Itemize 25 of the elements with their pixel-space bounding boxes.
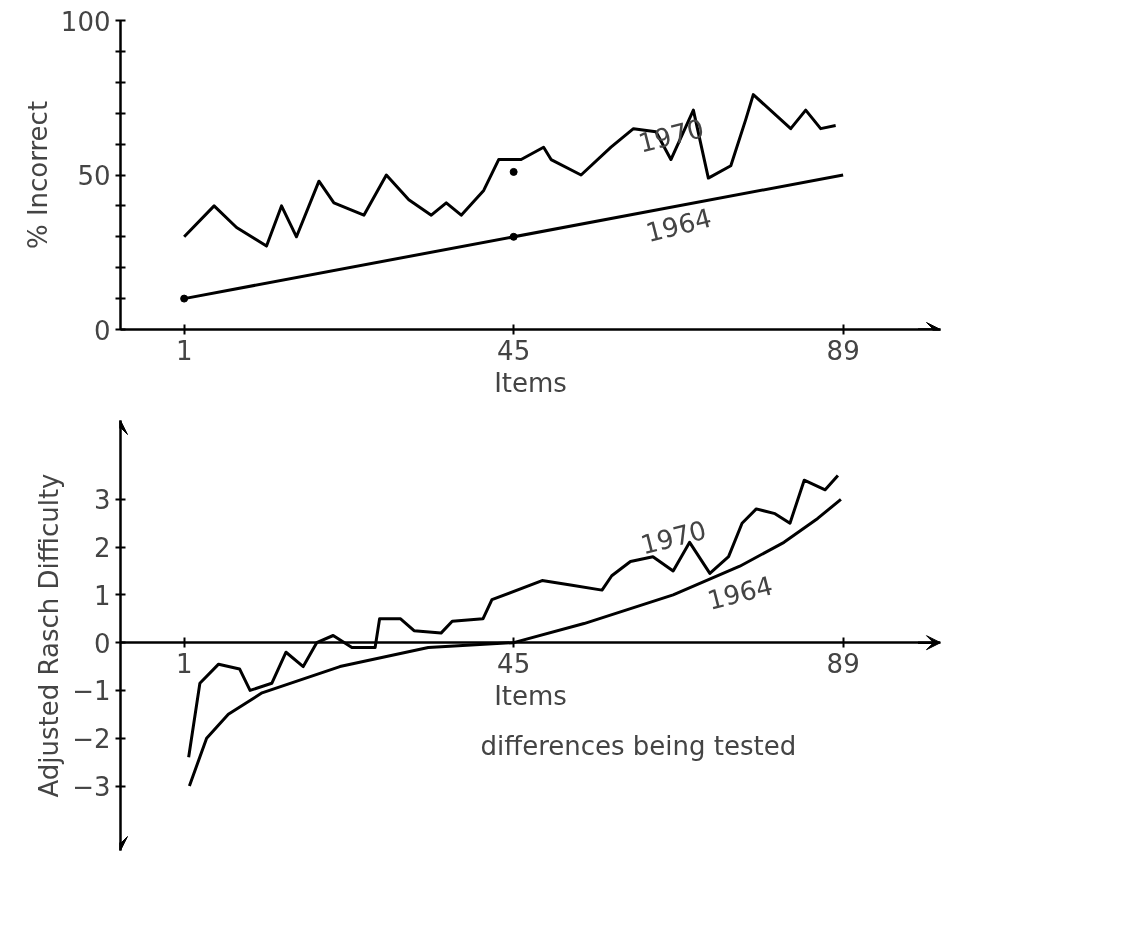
y-tick-label: 50 <box>77 161 111 191</box>
x-tick-label: 89 <box>826 335 860 366</box>
y-tick-label: 2 <box>93 533 111 564</box>
y-tick-label: 1 <box>93 580 111 611</box>
y-tick-label: −3 <box>72 772 111 802</box>
y-axis-title: Adjusted Rasch Difficulty <box>34 473 65 798</box>
text: 1970 <box>637 514 710 561</box>
x-axis-title: Items <box>494 367 567 398</box>
y-tick-label: 0 <box>93 315 111 346</box>
x-tick-label: 45 <box>497 648 531 679</box>
x-tick-label: 1 <box>175 335 193 366</box>
y-tick-label: 100 <box>60 6 111 37</box>
y-tick-label: −2 <box>72 724 111 755</box>
y-axis-title: % Incorrect <box>22 100 53 250</box>
y-tick-label: 3 <box>93 485 111 516</box>
x-tick-label: 45 <box>497 335 531 366</box>
x-axis-title: Items <box>494 680 567 711</box>
text: 1964 <box>642 202 715 249</box>
x-tick-label: 89 <box>826 648 860 679</box>
annotation: differences being tested <box>480 730 797 761</box>
text: 1970 <box>635 113 707 159</box>
y-tick-label: 0 <box>93 628 111 659</box>
y-tick-label: −1 <box>72 676 111 707</box>
text: 1964 <box>704 570 776 616</box>
x-tick-label: 1 <box>175 648 193 679</box>
